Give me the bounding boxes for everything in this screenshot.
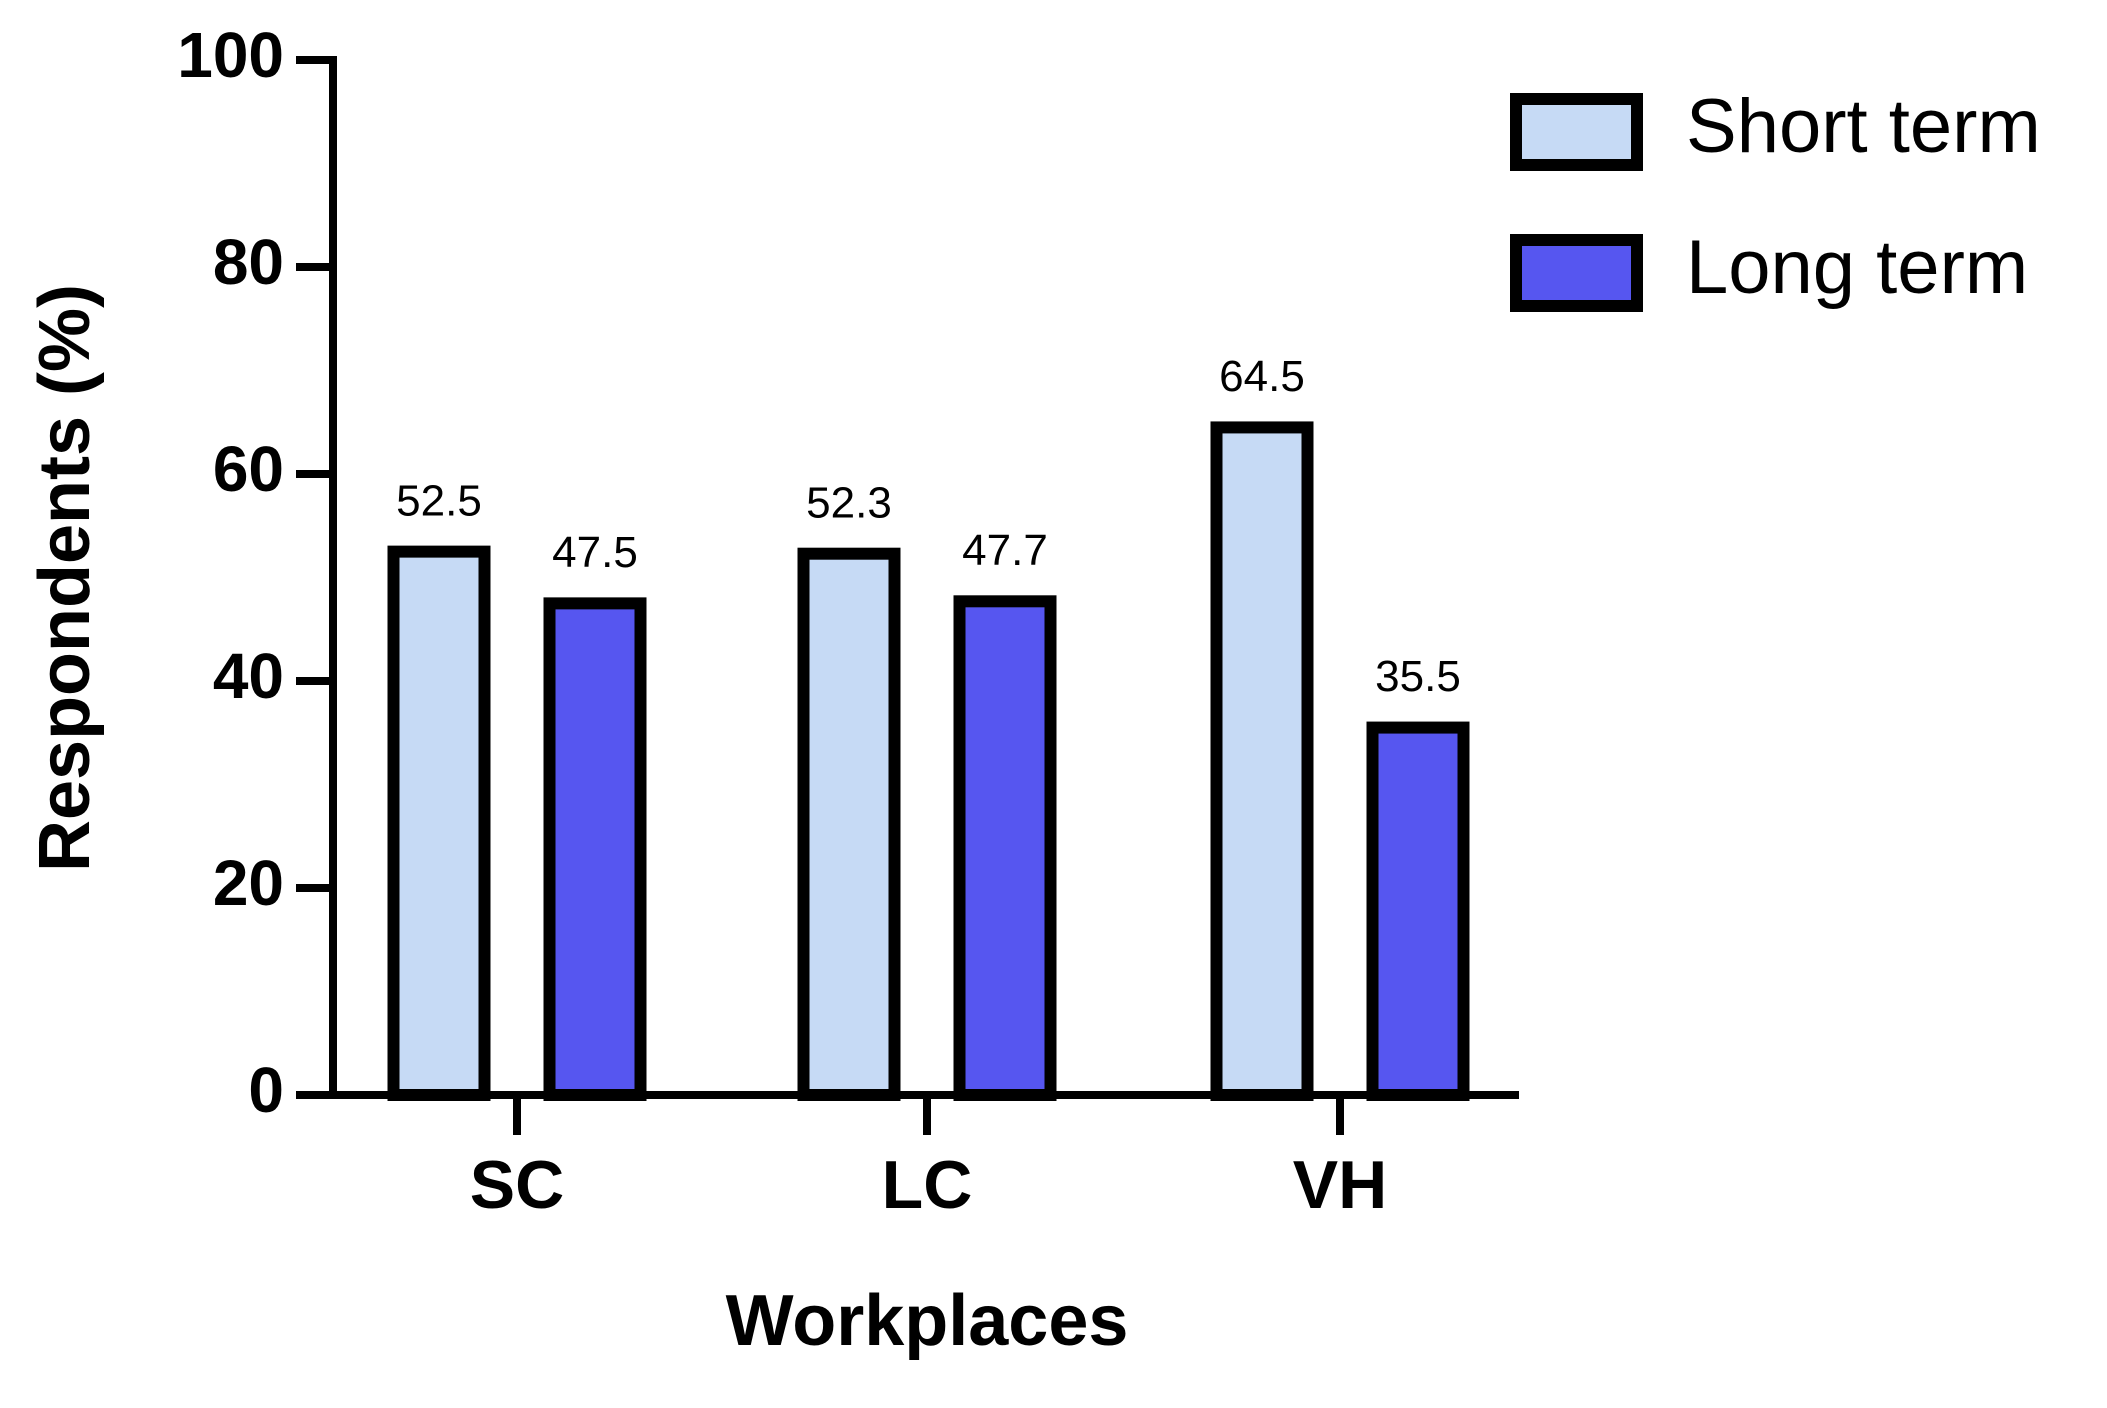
bar (1210, 421, 1314, 1101)
y-tick-label: 20 (213, 847, 284, 919)
value-label: 47.7 (962, 526, 1048, 575)
y-tick-label: 100 (177, 19, 284, 91)
value-label: 64.5 (1219, 352, 1305, 401)
value-label: 52.5 (396, 476, 482, 525)
legend-label: Short term (1686, 84, 2041, 169)
legend-swatch (1510, 93, 1643, 171)
y-tick-label: 60 (213, 433, 284, 505)
y-axis-title: Respondents (%) (25, 284, 105, 872)
y-tick-label: 0 (248, 1054, 284, 1126)
value-label: 52.3 (806, 478, 892, 527)
bar (797, 547, 901, 1101)
bar (387, 545, 491, 1101)
x-tick-label: SC (470, 1147, 564, 1223)
x-axis-title: Workplaces (726, 1281, 1129, 1361)
bar (953, 595, 1057, 1101)
value-label: 35.5 (1375, 652, 1461, 701)
y-tick-label: 40 (213, 640, 284, 712)
legend-label: Long term (1686, 225, 2028, 310)
bar (1366, 721, 1470, 1101)
y-tick-label: 80 (213, 226, 284, 298)
x-tick-label: LC (882, 1147, 973, 1223)
legend-swatch (1510, 234, 1643, 312)
value-label: 47.5 (552, 528, 638, 577)
bar (543, 597, 647, 1101)
x-tick-label: VH (1293, 1147, 1387, 1223)
